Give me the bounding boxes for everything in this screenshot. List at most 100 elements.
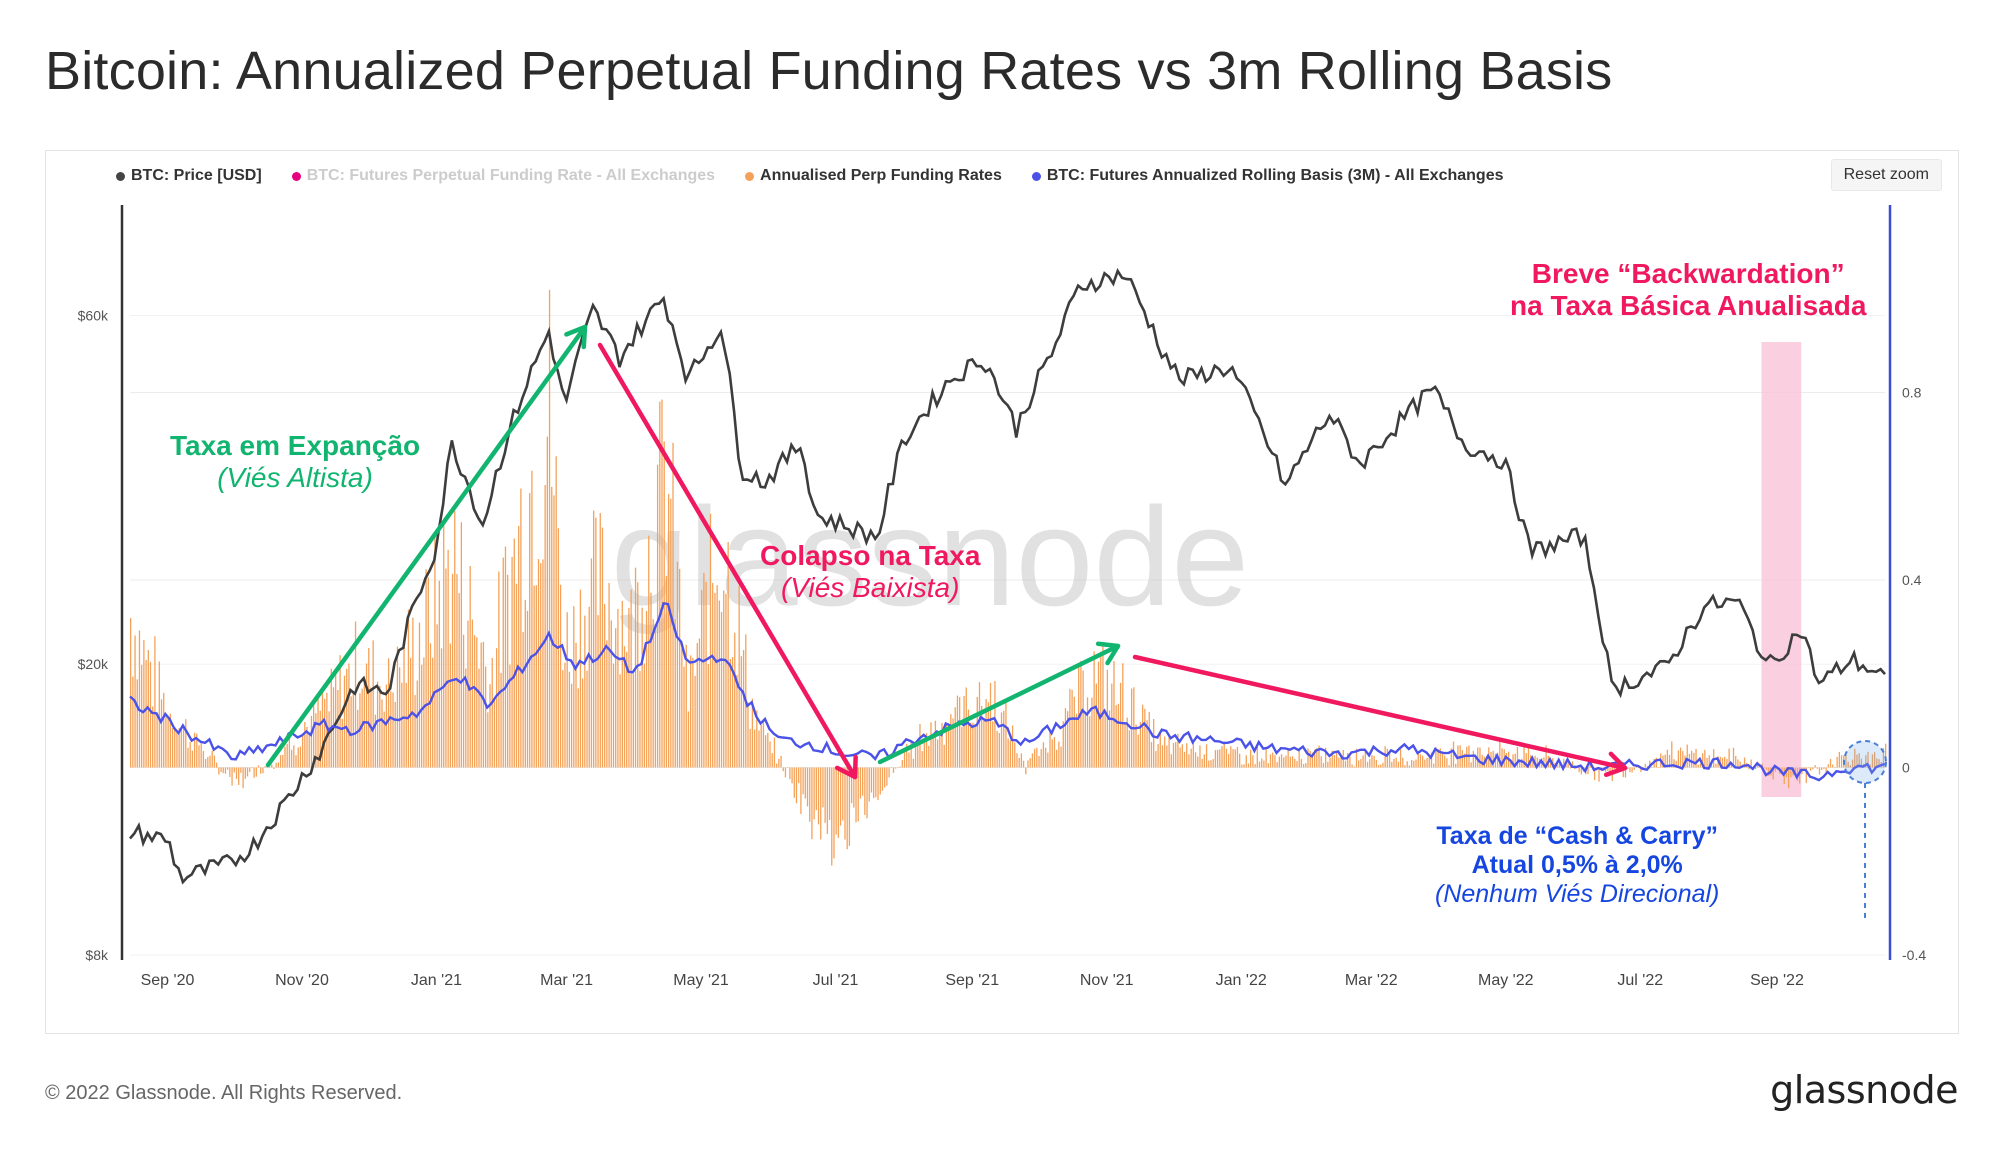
funding-bar [1609,767,1611,772]
legend-item-perp-funding[interactable]: BTC: Futures Perpetual Funding Rate - Al… [291,167,715,185]
funding-bar [683,666,685,768]
funding-bar [1838,751,1840,768]
funding-bar [1069,688,1071,768]
funding-bar [888,767,890,778]
funding-bar [1009,740,1012,768]
funding-bar [1214,750,1217,768]
reset-zoom-button[interactable]: Reset zoom [1830,159,1942,191]
funding-bar [1153,719,1155,768]
funding-bar [1439,748,1441,768]
arrow-expansion [265,324,588,768]
funding-bar [1598,767,1600,782]
funding-bar [546,436,549,768]
funding-bar [469,566,471,768]
funding-bar [185,719,187,768]
funding-bar [928,745,930,768]
funding-bar [1408,765,1411,768]
funding-bar [1695,748,1697,768]
funding-bar [1040,749,1042,768]
funding-bar [1274,755,1276,768]
funding-bar [1869,764,1871,768]
arrow-expansion-head [564,324,588,350]
funding-bar [1673,759,1675,768]
funding-bar [383,711,385,768]
funding-bar [1298,750,1300,768]
funding-bar [903,749,906,768]
funding-bar [873,767,875,799]
funding-bar [784,767,787,778]
funding-bar [1455,763,1457,768]
funding-bar [1104,710,1106,768]
funding-bar [738,585,740,768]
funding-bar [855,767,857,823]
funding-bar [1183,751,1186,768]
funding-bar [1020,753,1023,768]
funding-bar [1225,748,1228,768]
funding-bar [1774,767,1777,772]
funding-bar [1697,764,1699,768]
legend-item-annualised-funding[interactable]: Annualised Perp Funding Rates [745,167,1002,185]
funding-bar [209,755,211,768]
funding-bar [427,577,429,768]
funding-bar [921,750,923,768]
funding-bar [1823,767,1825,769]
funding-bar [632,673,634,768]
legend-item-price[interactable]: BTC: Price [USD] [116,167,262,185]
funding-bar [363,680,366,768]
legend-item-rolling-basis[interactable]: BTC: Futures Annualized Rolling Basis (3… [1031,167,1503,185]
funding-bar [1093,651,1095,768]
annotation-cash-carry-line3: (Nenhum Viés Direcional) [1435,880,1720,908]
funding-bar [1810,767,1812,771]
funding-bar [1821,767,1823,770]
funding-bar [932,737,934,768]
funding-bar [987,702,989,768]
funding-bar [958,697,961,768]
footer-logo: glassnode [1770,1068,1958,1112]
funding-bar [1457,745,1459,768]
funding-bar [1501,748,1503,768]
funding-bar [1450,748,1452,768]
funding-bar [1470,762,1472,768]
funding-bar [1100,651,1102,768]
funding-bar [727,541,729,768]
funding-bar [798,767,800,784]
funding-bar [473,635,476,768]
funding-bar [1441,751,1444,768]
funding-bar [1089,716,1091,768]
x-tick-label: May '21 [673,972,729,989]
funding-bar [1150,742,1153,768]
funding-bar [994,680,996,768]
funding-bar [952,718,954,768]
funding-bar [1139,722,1142,768]
funding-bar [974,723,976,768]
funding-bar [451,573,454,768]
funding-bar [910,742,912,768]
backwardation-band [1761,342,1802,797]
annotation-backwardation-line1: Breve “Backwardation” [1531,258,1845,289]
funding-bar [1750,759,1752,768]
funding-bar [531,470,533,768]
funding-bar [1706,757,1708,768]
funding-bar [747,702,749,768]
funding-bar [1108,710,1111,768]
funding-bar [835,767,837,835]
funding-bar [1353,766,1355,768]
funding-bar [859,767,862,799]
funding-bar [1613,767,1616,769]
funding-bar [449,643,451,768]
funding-bar [1186,743,1188,768]
funding-bar [981,705,983,768]
legend-dot-perp-funding [291,171,301,181]
funding-bar [1349,756,1351,768]
funding-bar [1338,757,1340,768]
funding-bar [804,767,806,799]
funding-bar [767,732,769,768]
funding-bar [1179,747,1181,768]
funding-bar [513,538,515,768]
funding-bar [233,767,235,773]
funding-bar [1166,745,1168,768]
funding-bar [690,655,692,768]
funding-bar [758,730,760,768]
funding-bar [577,688,579,768]
funding-bar [1234,749,1236,768]
